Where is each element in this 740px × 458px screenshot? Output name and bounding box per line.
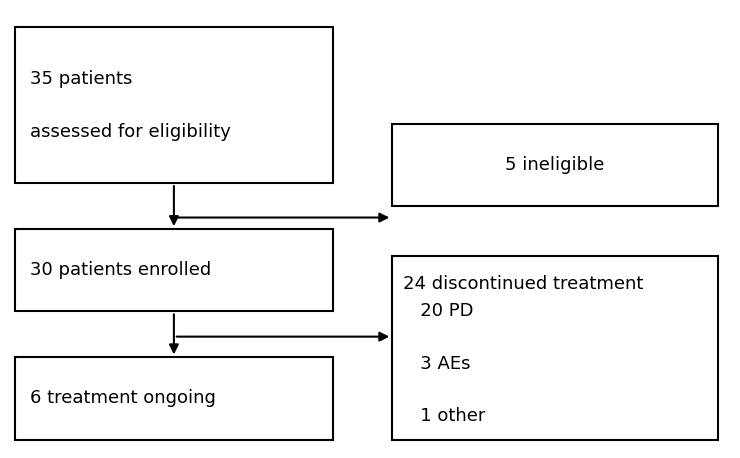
FancyBboxPatch shape: [15, 27, 333, 183]
Text: 6 treatment ongoing: 6 treatment ongoing: [30, 389, 215, 408]
Text: 5 ineligible: 5 ineligible: [505, 156, 605, 174]
FancyBboxPatch shape: [392, 124, 718, 206]
FancyBboxPatch shape: [392, 256, 718, 440]
FancyBboxPatch shape: [15, 357, 333, 440]
FancyBboxPatch shape: [15, 229, 333, 311]
Text: 35 patients

assessed for eligibility: 35 patients assessed for eligibility: [30, 70, 230, 141]
Text: 24 discontinued treatment
   20 PD

   3 AEs

   1 other: 24 discontinued treatment 20 PD 3 AEs 1 …: [403, 275, 644, 425]
Text: 30 patients enrolled: 30 patients enrolled: [30, 261, 211, 279]
